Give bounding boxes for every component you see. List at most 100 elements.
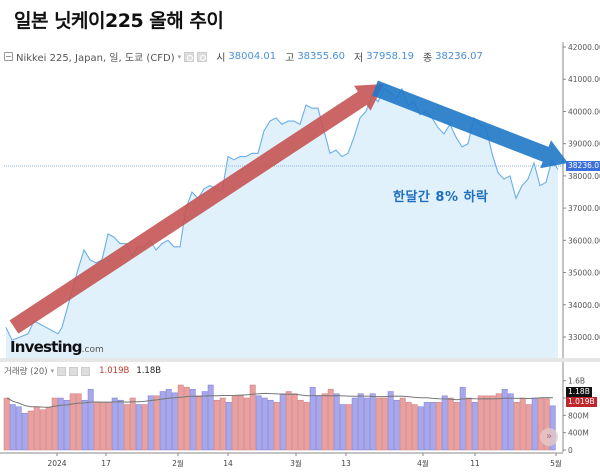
close-icon[interactable] <box>81 366 91 376</box>
last-price-tag: 38236.07 <box>566 161 600 171</box>
volume-bar <box>339 404 346 451</box>
svg-text:1.6B: 1.6B <box>568 377 585 386</box>
volume-bar <box>477 395 484 451</box>
settings-icon[interactable] <box>69 366 79 376</box>
volume-bar <box>399 397 406 451</box>
volume-ma-line <box>6 392 554 408</box>
scroll-to-latest-button[interactable]: » <box>540 428 558 446</box>
page-title: 일본 닛케이225 올해 추이 <box>14 10 224 32</box>
volume-bar <box>297 399 304 451</box>
volume-bar <box>381 397 388 451</box>
volume-bar <box>321 393 328 451</box>
volume-bar <box>291 393 298 451</box>
volume-label[interactable]: 거래량 (20) <box>4 367 48 377</box>
volume-bar <box>189 389 196 451</box>
x-axis-label: 4월 <box>417 458 429 468</box>
x-axis-label: 14 <box>223 459 233 468</box>
volume-bar <box>327 389 334 451</box>
volume-bar <box>39 409 46 451</box>
volume-bar <box>69 393 76 451</box>
volume-bar <box>375 397 382 451</box>
volume-bar <box>147 395 154 451</box>
low-value: 37958.19 <box>366 51 414 62</box>
volume-bar <box>105 402 112 451</box>
volume-bar <box>543 398 550 451</box>
volume-bar <box>423 402 430 451</box>
svg-text:400M: 400M <box>568 429 589 438</box>
volume-bar <box>21 412 28 451</box>
open-label: 시 <box>216 53 226 64</box>
close-value: 38236.07 <box>435 51 483 62</box>
collapse-icon[interactable] <box>4 52 13 61</box>
volume-bar <box>387 391 394 451</box>
volume-bar <box>63 399 70 451</box>
volume-bar <box>261 397 268 451</box>
x-axis-label: 2024 <box>47 459 66 468</box>
volume-bar <box>93 402 100 451</box>
instrument-name[interactable]: Nikkei 225, Japan, 일, 도쿄 (CFD) <box>16 53 175 64</box>
open-value: 38004.01 <box>228 51 277 62</box>
volume-bar <box>285 391 292 451</box>
volume-bar <box>201 391 208 451</box>
settings-icon[interactable] <box>197 51 208 62</box>
volume-bar <box>111 397 118 451</box>
volume-bar <box>57 397 64 451</box>
volume-bar <box>165 389 172 451</box>
volume-bar <box>183 386 190 451</box>
volume-bar <box>129 397 136 451</box>
volume-bar <box>393 399 400 451</box>
instrument-legend: Nikkei 225, Japan, 일, 도쿄 (CFD) ▾ 시 38004… <box>4 49 483 64</box>
volume-bar <box>309 386 316 451</box>
volume-bar <box>549 405 556 451</box>
svg-text:35000.00: 35000.00 <box>568 269 600 278</box>
volume-bar <box>33 406 40 451</box>
chevron-down-icon[interactable]: ▾ <box>177 52 182 61</box>
volume-bar <box>243 397 250 451</box>
volume-bar <box>117 399 124 451</box>
svg-text:800M: 800M <box>568 411 589 420</box>
investing-logo: Investing.com <box>10 338 104 356</box>
volume-bar <box>255 395 262 451</box>
volume-bar <box>315 395 322 451</box>
volume-bar <box>303 402 310 451</box>
visibility-icon[interactable] <box>184 51 195 62</box>
volume-bar <box>345 404 352 451</box>
volume-bar <box>171 392 178 451</box>
volume-bar <box>459 386 466 451</box>
price-area <box>6 88 558 359</box>
volume-bar <box>369 393 376 451</box>
volume-bar <box>363 397 370 451</box>
svg-text:0: 0 <box>568 446 573 455</box>
x-axis-label: 13 <box>341 459 351 468</box>
volume-bar <box>231 395 238 451</box>
volume-bar <box>357 393 364 451</box>
volume-bar <box>501 389 508 451</box>
volume-bar <box>45 407 52 451</box>
svg-text:41000.00: 41000.00 <box>568 75 600 84</box>
volume-bar <box>429 402 436 451</box>
volume-bar <box>441 395 448 451</box>
low-label: 저 <box>354 53 364 64</box>
volume-bar <box>525 404 532 451</box>
volume-bar <box>447 397 454 451</box>
volume-bar <box>81 399 88 451</box>
svg-text:39000.00: 39000.00 <box>568 140 600 149</box>
high-label: 고 <box>285 53 295 64</box>
volume-bar <box>195 395 202 451</box>
volume-bar <box>141 404 148 451</box>
visibility-icon[interactable] <box>57 366 67 376</box>
svg-text:38000.00: 38000.00 <box>568 172 600 181</box>
volume-bar <box>333 393 340 451</box>
close-label: 종 <box>422 53 433 64</box>
volume-bar <box>495 393 502 451</box>
x-axis-label: 17 <box>101 459 111 468</box>
svg-text:36000.00: 36000.00 <box>568 236 600 245</box>
svg-text:42000.00: 42000.00 <box>568 43 600 52</box>
volume-bar <box>99 402 106 451</box>
downtrend-arrow <box>372 80 569 169</box>
volume-ma-tag: 1.18B <box>566 387 592 397</box>
volume-bar <box>15 406 22 451</box>
logo-main: Investing <box>10 338 82 356</box>
chevron-down-icon[interactable]: ▾ <box>50 367 55 375</box>
